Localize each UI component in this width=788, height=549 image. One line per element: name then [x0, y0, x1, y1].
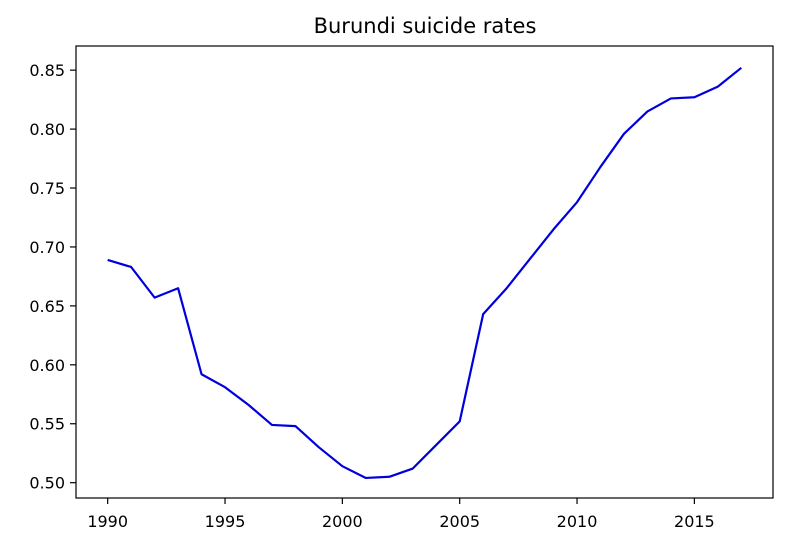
y-tick-label: 0.60 [29, 356, 65, 375]
x-tick-label: 2015 [674, 512, 715, 531]
x-tick-label: 2005 [439, 512, 480, 531]
y-tick-label: 0.50 [29, 474, 65, 493]
x-tick-label: 2010 [557, 512, 598, 531]
x-tick-label: 2000 [322, 512, 363, 531]
y-tick-label: 0.80 [29, 120, 65, 139]
x-tick-label: 1990 [87, 512, 128, 531]
y-tick-label: 0.70 [29, 238, 65, 257]
y-tick-label: 0.75 [29, 179, 65, 198]
x-tick-label: 1995 [205, 512, 246, 531]
y-tick-label: 0.65 [29, 297, 65, 316]
chart-title: Burundi suicide rates [314, 14, 537, 38]
y-tick-label: 0.55 [29, 415, 65, 434]
y-axis: 0.50 0.55 0.60 0.65 0.70 0.75 0.80 0.85 [29, 61, 76, 493]
series-line [107, 66, 743, 480]
x-axis: 1990 1995 2000 2005 2010 2015 [87, 498, 715, 531]
y-tick-label: 0.85 [29, 61, 65, 80]
plot-frame [75, 45, 774, 499]
